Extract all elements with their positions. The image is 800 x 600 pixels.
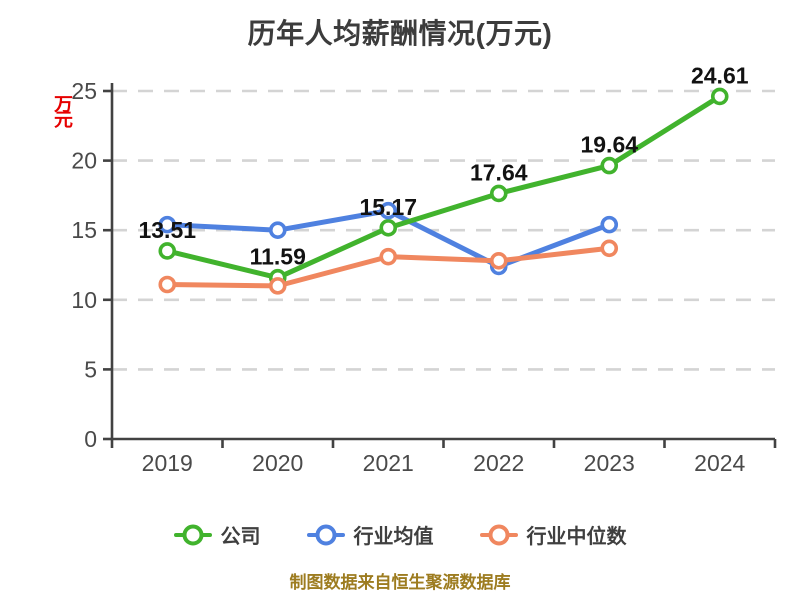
data-point-公司-2024 <box>710 87 729 106</box>
data-point-label: 17.64 <box>470 159 528 185</box>
company-legend-marker-icon <box>173 524 212 545</box>
data-point-label: 11.59 <box>250 244 306 270</box>
data-point-行业均值-2021 <box>379 201 398 220</box>
x-tick-label: 2021 <box>363 450 414 476</box>
legend-item-industry-median[interactable]: 行业中位数 <box>479 520 627 549</box>
y-tick-label: 0 <box>84 426 97 452</box>
y-tick-label: 10 <box>71 287 97 313</box>
industry-median-legend-marker-icon <box>479 524 518 545</box>
y-tick-label: 5 <box>84 356 97 382</box>
data-point-label: 15.17 <box>359 194 417 220</box>
industry-mean-legend-marker-icon <box>306 524 345 545</box>
data-point-行业中位数-2020 <box>268 277 287 295</box>
legend-item-company[interactable]: 公司 <box>173 520 261 549</box>
data-point-行业中位数-2023 <box>600 239 619 258</box>
legend-label: 公司 <box>220 526 261 548</box>
data-point-公司-2023 <box>600 156 619 175</box>
series-line-公司 <box>164 93 723 281</box>
y-tick-label: 25 <box>71 78 97 104</box>
data-point-公司-2022 <box>489 184 508 203</box>
x-tick-label: 2023 <box>584 450 635 476</box>
data-point-label: 24.61 <box>691 62 749 88</box>
legend-item-industry-mean[interactable]: 行业均值 <box>306 520 434 549</box>
data-point-公司-2019 <box>158 242 177 260</box>
data-source-note: 制图数据来自恒生聚源数据库 <box>289 573 511 592</box>
legend-label: 行业均值 <box>353 526 434 548</box>
chart-title: 历年人均薪酬情况(万元) <box>247 18 553 49</box>
data-point-行业中位数-2019 <box>158 275 177 294</box>
y-tick-label: 20 <box>71 148 97 174</box>
x-tick-label: 2022 <box>473 450 524 476</box>
x-tick-label: 2020 <box>252 450 303 476</box>
data-point-行业均值-2020 <box>268 221 287 239</box>
data-point-label: 19.64 <box>580 132 638 158</box>
data-point-行业中位数-2021 <box>379 247 398 266</box>
data-point-行业中位数-2022 <box>489 252 508 270</box>
chart-legend: 公司 行业均值 行业中位数 <box>0 520 800 549</box>
x-tick-label: 2019 <box>142 450 193 476</box>
y-tick-label: 15 <box>71 217 97 243</box>
data-point-行业均值-2019 <box>158 215 177 234</box>
y-axis-unit-label: 万元 <box>51 94 72 126</box>
legend-label: 行业中位数 <box>526 526 627 548</box>
data-point-行业均值-2023 <box>600 215 619 234</box>
data-point-公司-2021 <box>379 219 398 237</box>
x-tick-label: 2024 <box>694 450 745 476</box>
data-point-label: 13.51 <box>138 217 196 243</box>
